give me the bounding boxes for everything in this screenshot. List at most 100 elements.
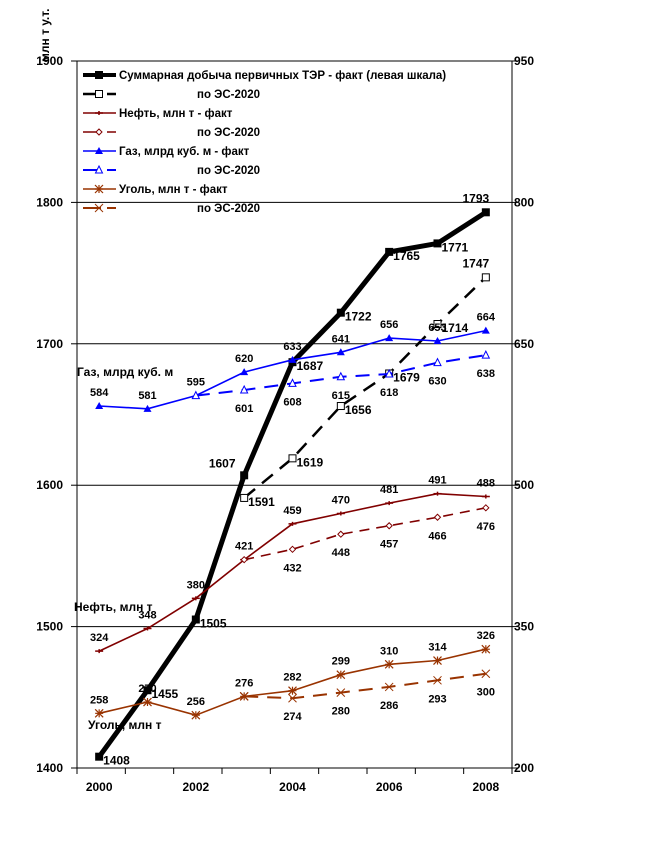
square-marker [240,471,249,480]
square-marker [95,752,104,761]
data-label: 1747 [462,256,489,270]
data-label: 258 [90,694,108,706]
marker-asterisk [94,184,104,194]
square-marker [191,615,200,624]
y-tick-label-right: 350 [514,620,534,634]
marker-asterisk [94,708,104,718]
gridlines [77,201,512,628]
data-label: 1793 [462,191,489,205]
triangle-marker [143,404,152,412]
triangle-marker [240,368,249,376]
data-label: 280 [332,706,350,718]
y-tick-label-left: 1700 [36,337,63,351]
data-label: 314 [428,642,447,654]
marker-triangle-open [94,164,104,174]
triangle-marker [94,164,104,174]
marker-x [239,692,249,701]
marker-plus [385,501,394,506]
marker-triangle-open [336,371,346,381]
marker-diamond-open [385,522,393,530]
data-label: 1619 [297,455,324,469]
marker-triangle-filled [385,334,394,342]
diamond-marker [337,530,345,538]
marker-asterisk [143,697,152,707]
data-label: 459 [283,505,301,517]
marker-square-open [481,273,490,282]
marker-square-open [288,454,297,463]
data-label: 656 [380,319,398,331]
marker-plus [336,511,345,516]
marker-square-filled [385,247,394,256]
x-tick-label: 2004 [279,780,306,794]
series-line-1 [243,276,487,499]
annotation-oil: Нефть, млн т [74,600,153,614]
marker-asterisk [336,670,346,680]
y-tick-label-right: 650 [514,337,534,351]
data-label: 457 [380,539,398,551]
series-line-3 [244,507,486,561]
data-label: 638 [477,368,495,380]
marker-x [384,682,394,692]
marker-triangle-filled [336,348,345,356]
data-label: 620 [235,353,253,365]
data-label: 581 [138,390,156,402]
square-marker [336,402,345,411]
data-label: 286 [380,700,398,712]
marker-plus [433,491,442,496]
data-label: 1771 [442,240,469,254]
data-label: 310 [380,645,398,657]
data-label: 1687 [297,359,324,373]
square-marker [336,308,345,317]
square-marker [288,454,297,463]
marker-plus [191,596,200,601]
marker-triangle-open [239,384,249,394]
series-line-7 [244,672,486,700]
y-axis-title: млн т у.т. [38,9,52,62]
data-label: 1656 [345,403,372,417]
square-marker [95,90,103,98]
triangle-marker [191,390,201,400]
x-marker [384,682,394,692]
marker-square-filled [95,752,104,761]
legend-label: по ЭС-2020 [197,203,260,215]
triangle-marker [95,147,103,154]
marker-square-filled [143,686,152,695]
x-marker [433,675,442,685]
data-label: 615 [332,390,350,402]
data-label: 608 [283,396,301,408]
data-label: 1722 [345,310,372,324]
triangle-marker [239,384,249,394]
data-label: 348 [138,609,156,621]
marker-triangle-open [191,390,201,400]
triangle-marker [336,371,346,381]
diamond-marker [385,522,393,530]
marker-x [336,688,346,697]
diamond-marker [482,504,490,512]
legend-label: Нефть, млн т - факт [119,108,233,120]
marker-asterisk [481,644,491,654]
data-label: 476 [477,521,495,533]
annotation-gas: Газ, млрд куб. м [77,365,173,379]
diamond-marker [240,555,248,564]
diamond-marker [95,128,103,136]
marker-triangle-filled [95,402,104,410]
data-label: 270 [138,683,156,695]
data-label: 1455 [152,687,179,701]
marker-triangle-filled [240,368,249,376]
x-tick-label: 2002 [182,780,209,794]
data-label: 1607 [209,456,236,470]
marker-x [288,693,297,703]
marker-triangle-open [433,357,442,367]
marker-square-open [95,90,103,98]
marker-triangle-filled [95,147,103,154]
data-label: 491 [428,475,446,487]
square-marker [481,273,490,282]
marker-square-filled [191,615,200,624]
marker-square-filled [336,308,345,317]
marker-square-open [433,320,442,329]
data-label: 274 [283,711,302,723]
square-marker [240,493,249,502]
marker-triangle-filled [143,404,152,412]
x-marker [336,688,346,697]
